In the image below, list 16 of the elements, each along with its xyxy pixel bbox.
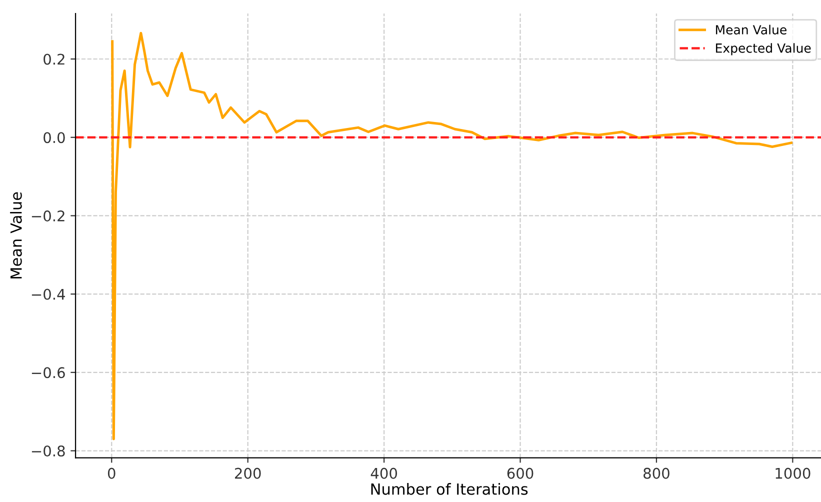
- x-axis-title: Number of Iterations: [371, 483, 528, 495]
- legend-label: Mean Value: [716, 24, 786, 34]
- x-tick-label: 200: [234, 468, 261, 479]
- y-tick-label: 0.2: [44, 54, 64, 65]
- y-axis-title: Mean Value: [10, 192, 22, 278]
- x-tick-label: 400: [370, 468, 397, 479]
- x-tick-label: 1000: [776, 468, 810, 479]
- y-tick-label: −0.2: [32, 210, 64, 222]
- x-tick-label: 0: [108, 468, 116, 479]
- y-tick-label: −0.6: [32, 367, 65, 378]
- legend-label: Expected Value: [716, 43, 811, 56]
- x-tick-label: 800: [644, 468, 670, 479]
- x-tick-label: 600: [507, 468, 534, 479]
- y-tick-label: −0.8: [32, 445, 65, 457]
- y-tick-label: −0.4: [32, 288, 65, 300]
- y-tick-label: 0.0: [44, 132, 65, 144]
